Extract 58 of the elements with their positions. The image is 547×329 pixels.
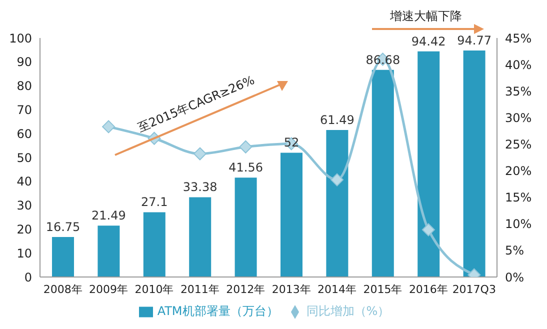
y2-tick-label: 20%	[505, 164, 532, 178]
y-tick-label: 80	[16, 79, 32, 94]
x-tick-label: 2014年	[318, 282, 357, 296]
data-label: 52	[284, 136, 300, 150]
point	[330, 173, 344, 186]
x-tick-label: 2008年	[43, 282, 82, 296]
data-label: 33.38	[182, 180, 218, 194]
y-tick-label: 90	[16, 55, 32, 70]
bar	[234, 178, 257, 277]
data-label: 27.1	[141, 195, 168, 210]
y2-tick-label: 15%	[505, 190, 532, 205]
y-tick-label: 10	[16, 246, 32, 260]
data-label: 41.56	[228, 160, 263, 175]
data-label: 21.49	[92, 208, 126, 223]
bar	[189, 197, 212, 277]
y2-tick-label: 30%	[505, 110, 532, 125]
bar	[98, 226, 120, 277]
bar	[463, 50, 486, 277]
point	[193, 147, 206, 160]
y2-tick-label: 25%	[505, 137, 532, 152]
bar	[372, 70, 394, 277]
y2-tick-label: 5%	[505, 244, 524, 258]
y-tick-label: 40	[16, 174, 32, 189]
bar	[326, 130, 348, 277]
data-label: 61.49	[320, 113, 354, 128]
x-tick-label: 2012年	[226, 282, 266, 296]
x-tick-label: 2016年	[408, 282, 448, 296]
y2-tick-label: 35%	[505, 84, 532, 98]
x-tick-label: 2013年	[272, 282, 311, 296]
data-label: 94.42	[411, 34, 446, 48]
y-tick-label: 100	[9, 31, 32, 46]
bar	[143, 212, 166, 277]
x-tick-label: 2009年	[89, 282, 128, 296]
point	[239, 140, 252, 154]
y-tick-label: 60	[16, 126, 32, 141]
x-tick-label: 2015年	[363, 282, 402, 296]
data-label: 94.77	[457, 34, 492, 48]
point	[422, 223, 435, 236]
y-tick-label: 0	[24, 270, 32, 284]
x-tick-label: 2011年	[180, 282, 220, 296]
y-tick-label: 50	[16, 150, 32, 165]
y-tick-label: 30	[16, 198, 32, 213]
y2-tick-label: 45%	[505, 31, 532, 46]
data-label: 16.75	[46, 220, 80, 234]
y-tick-label: 20	[16, 222, 32, 236]
point	[102, 120, 116, 134]
text: 增速大幅下降	[389, 9, 462, 23]
legend-label: 同比增加（%）	[306, 304, 390, 318]
y2-tick-label: 0%	[505, 270, 524, 284]
y2-tick-label: 40%	[505, 58, 532, 72]
bar	[280, 152, 302, 277]
y-tick-label: 70	[16, 102, 32, 117]
x-tick-label: 2010年	[134, 282, 174, 296]
y2-tick-label: 10%	[505, 217, 532, 232]
bar	[52, 236, 74, 277]
x-tick-label: 2017Q3	[452, 282, 496, 296]
legend-label: ATM机部署量（万台）	[157, 304, 278, 318]
bar	[418, 51, 440, 277]
